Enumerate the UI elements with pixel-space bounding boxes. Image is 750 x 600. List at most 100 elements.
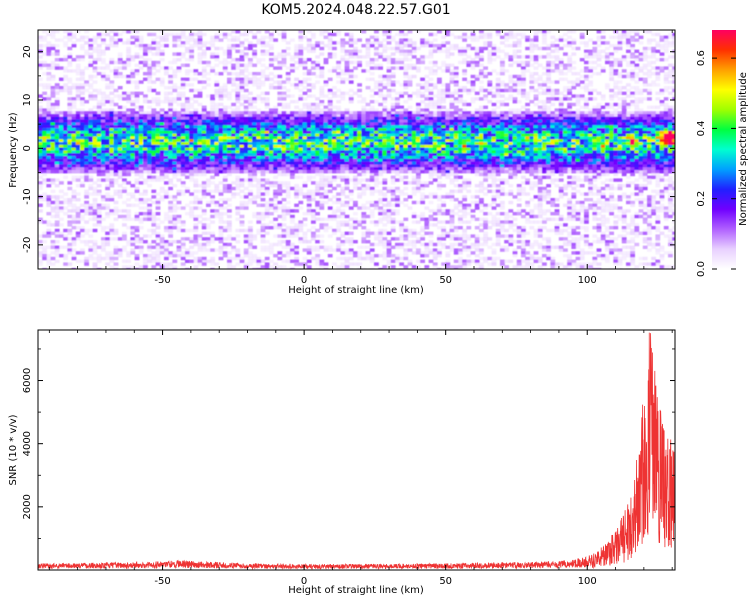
heatmap-cell bbox=[285, 245, 291, 249]
heatmap-cell bbox=[122, 116, 127, 121]
heatmap-cell bbox=[256, 83, 262, 87]
heatmap-cell bbox=[193, 111, 199, 115]
heatmap-cell bbox=[101, 66, 106, 70]
heatmap-cell bbox=[235, 251, 241, 255]
heatmap-cell bbox=[101, 119, 106, 123]
heatmap-cell bbox=[290, 144, 295, 149]
heatmap-cell bbox=[168, 231, 173, 235]
heatmap-cell bbox=[88, 55, 94, 59]
heatmap-cell bbox=[302, 161, 308, 165]
heatmap-cell bbox=[227, 186, 232, 191]
heatmap-cell bbox=[361, 153, 367, 157]
heatmap-cell bbox=[399, 41, 404, 45]
heatmap-cell bbox=[353, 200, 358, 205]
heatmap-cell bbox=[206, 192, 211, 196]
heatmap-cell bbox=[122, 130, 127, 135]
heatmap-cell bbox=[227, 119, 232, 123]
heatmap-cell bbox=[185, 100, 190, 104]
heatmap-cell bbox=[113, 228, 119, 233]
heatmap-cell bbox=[189, 228, 194, 233]
heatmap-cell bbox=[281, 49, 287, 53]
heatmap-cell bbox=[80, 46, 85, 51]
heatmap-cell bbox=[386, 186, 392, 191]
heatmap-cell bbox=[197, 91, 203, 95]
heatmap-cell bbox=[411, 150, 417, 154]
heatmap-cell bbox=[420, 128, 425, 132]
heatmap-cell bbox=[323, 184, 329, 188]
heatmap-cell bbox=[248, 153, 253, 157]
heatmap-cell bbox=[122, 128, 127, 132]
heatmap-cell bbox=[340, 150, 346, 154]
heatmap-cell bbox=[411, 158, 417, 163]
heatmap-cell bbox=[143, 46, 148, 51]
heatmap-cell bbox=[344, 49, 350, 53]
heatmap-cell bbox=[323, 30, 329, 34]
heatmap-cell bbox=[185, 136, 190, 140]
heatmap-cell bbox=[374, 38, 379, 42]
heatmap-cell bbox=[340, 164, 346, 168]
heatmap-cell bbox=[193, 69, 199, 73]
heatmap-cell bbox=[256, 30, 262, 34]
heatmap-cell bbox=[54, 220, 60, 224]
heatmap-cell bbox=[281, 170, 287, 174]
heatmap-cell bbox=[348, 69, 354, 73]
heatmap-cell bbox=[399, 156, 404, 160]
heatmap-cell bbox=[151, 144, 157, 149]
heatmap-cell bbox=[197, 147, 203, 151]
heatmap-cell bbox=[256, 72, 262, 76]
heatmap-cell bbox=[159, 133, 165, 137]
heatmap-cell bbox=[63, 111, 68, 115]
heatmap-cell bbox=[180, 83, 186, 87]
heatmap-cell bbox=[252, 170, 257, 174]
heatmap-cell bbox=[42, 156, 47, 160]
heatmap-cell bbox=[311, 175, 316, 179]
heatmap-cell bbox=[264, 139, 270, 143]
heatmap-cell bbox=[407, 80, 413, 84]
heatmap-cell bbox=[193, 156, 199, 160]
heatmap-cell bbox=[386, 189, 392, 193]
heatmap-cell bbox=[235, 217, 241, 221]
heatmap-cell bbox=[84, 100, 89, 104]
heatmap-cell bbox=[416, 231, 421, 235]
heatmap-cell bbox=[197, 133, 203, 137]
heatmap-cell bbox=[264, 181, 270, 185]
heatmap-cell bbox=[109, 228, 115, 233]
heatmap-cell bbox=[302, 119, 308, 123]
heatmap-cell bbox=[281, 122, 287, 126]
heatmap-cell bbox=[260, 198, 266, 202]
heatmap-cell bbox=[294, 49, 299, 53]
heatmap-cell bbox=[361, 136, 367, 140]
heatmap-cell bbox=[159, 234, 165, 238]
heatmap-cell bbox=[88, 256, 94, 261]
heatmap-cell bbox=[369, 164, 375, 168]
heatmap-cell bbox=[92, 111, 98, 115]
heatmap-cell bbox=[294, 203, 299, 207]
heatmap-cell bbox=[227, 256, 232, 261]
heatmap-cell bbox=[390, 195, 396, 199]
heatmap-cell bbox=[218, 60, 224, 65]
heatmap-cell bbox=[222, 52, 228, 56]
heatmap-cell bbox=[151, 231, 157, 235]
heatmap-cell bbox=[340, 200, 346, 205]
heatmap-cell bbox=[306, 128, 312, 132]
heatmap-cell bbox=[252, 164, 257, 168]
heatmap-cell bbox=[185, 144, 190, 149]
heatmap-cell bbox=[235, 170, 241, 174]
heatmap-cell bbox=[319, 259, 325, 263]
heatmap-cell bbox=[269, 122, 274, 126]
heatmap-cell bbox=[206, 217, 211, 221]
heatmap-cell bbox=[256, 38, 262, 42]
heatmap-cell bbox=[38, 44, 43, 48]
heatmap-cell bbox=[105, 231, 110, 235]
heatmap-cell bbox=[374, 49, 379, 53]
heatmap-cell bbox=[96, 172, 102, 177]
heatmap-cell bbox=[243, 142, 249, 146]
heatmap-cell bbox=[138, 147, 144, 151]
heatmap-cell bbox=[155, 200, 161, 205]
heatmap-cell bbox=[143, 156, 148, 160]
heatmap-cell bbox=[395, 209, 400, 213]
heatmap-cell bbox=[336, 256, 341, 261]
heatmap-cell bbox=[210, 38, 215, 42]
heatmap-cell bbox=[222, 237, 228, 241]
heatmap-cell bbox=[411, 231, 417, 235]
